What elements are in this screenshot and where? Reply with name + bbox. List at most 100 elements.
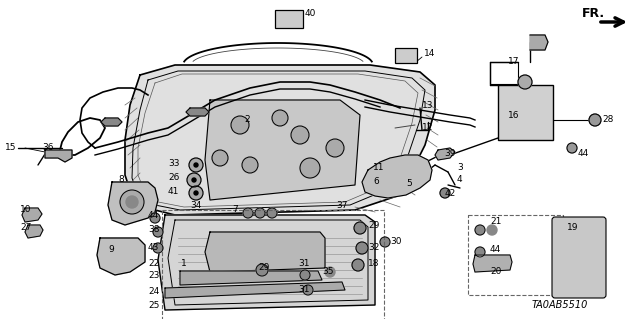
Text: 39: 39 bbox=[444, 149, 456, 158]
Circle shape bbox=[300, 270, 310, 280]
Polygon shape bbox=[205, 232, 325, 272]
Text: 30: 30 bbox=[390, 238, 401, 247]
Text: 16: 16 bbox=[508, 110, 520, 120]
Circle shape bbox=[120, 190, 144, 214]
Text: 35: 35 bbox=[322, 266, 333, 276]
Circle shape bbox=[153, 227, 163, 237]
Bar bbox=[395, 48, 417, 63]
Circle shape bbox=[267, 208, 277, 218]
Text: 8: 8 bbox=[118, 175, 124, 184]
Text: TA0AB5510: TA0AB5510 bbox=[532, 300, 588, 310]
Text: 41: 41 bbox=[168, 187, 179, 196]
Polygon shape bbox=[205, 100, 360, 200]
Circle shape bbox=[153, 243, 163, 253]
Text: 19: 19 bbox=[567, 224, 579, 233]
Circle shape bbox=[518, 75, 532, 89]
Polygon shape bbox=[473, 255, 512, 272]
Text: 37: 37 bbox=[336, 202, 348, 211]
Text: 27: 27 bbox=[20, 224, 31, 233]
Text: 3: 3 bbox=[457, 162, 463, 172]
Circle shape bbox=[255, 208, 265, 218]
Text: 6: 6 bbox=[373, 177, 379, 187]
Text: 9: 9 bbox=[108, 244, 114, 254]
Circle shape bbox=[291, 126, 309, 144]
Text: 29: 29 bbox=[368, 221, 380, 231]
Text: 36: 36 bbox=[42, 144, 54, 152]
Text: 31: 31 bbox=[298, 259, 310, 269]
Circle shape bbox=[187, 173, 201, 187]
Text: 23: 23 bbox=[148, 271, 159, 280]
Text: 43: 43 bbox=[148, 242, 159, 251]
Circle shape bbox=[212, 150, 228, 166]
Text: 21: 21 bbox=[490, 217, 501, 226]
Circle shape bbox=[354, 222, 366, 234]
Text: 15: 15 bbox=[5, 144, 17, 152]
Polygon shape bbox=[22, 208, 42, 222]
Text: 12: 12 bbox=[422, 123, 433, 132]
Text: 44: 44 bbox=[578, 149, 589, 158]
Text: 28: 28 bbox=[602, 115, 613, 124]
Circle shape bbox=[189, 186, 203, 200]
Polygon shape bbox=[158, 215, 375, 310]
Bar bbox=[468, 215, 563, 295]
Polygon shape bbox=[165, 282, 345, 298]
Bar bbox=[498, 85, 553, 140]
Circle shape bbox=[192, 178, 196, 182]
Polygon shape bbox=[186, 108, 209, 116]
Circle shape bbox=[189, 158, 203, 172]
Circle shape bbox=[326, 139, 344, 157]
Polygon shape bbox=[101, 118, 122, 126]
Circle shape bbox=[303, 285, 313, 295]
Text: 44: 44 bbox=[490, 244, 501, 254]
Polygon shape bbox=[180, 271, 322, 285]
Circle shape bbox=[352, 259, 364, 271]
Circle shape bbox=[126, 196, 138, 208]
Text: FR.: FR. bbox=[582, 7, 605, 20]
Text: 7: 7 bbox=[232, 204, 237, 213]
Circle shape bbox=[567, 143, 577, 153]
Circle shape bbox=[256, 264, 268, 276]
Text: 26: 26 bbox=[168, 173, 179, 182]
Text: 10: 10 bbox=[20, 205, 31, 214]
Text: 14: 14 bbox=[424, 49, 435, 58]
Circle shape bbox=[380, 237, 390, 247]
Bar bbox=[275, 10, 303, 28]
Text: 18: 18 bbox=[368, 259, 380, 269]
Polygon shape bbox=[25, 225, 43, 238]
Text: 25: 25 bbox=[148, 300, 159, 309]
Text: 38: 38 bbox=[148, 226, 159, 234]
Circle shape bbox=[325, 267, 335, 277]
Polygon shape bbox=[45, 150, 72, 162]
Text: 34: 34 bbox=[190, 202, 202, 211]
Text: 4: 4 bbox=[457, 174, 463, 183]
Text: 20: 20 bbox=[490, 268, 501, 277]
Circle shape bbox=[589, 114, 601, 126]
Text: 13: 13 bbox=[422, 100, 433, 109]
Circle shape bbox=[300, 158, 320, 178]
Polygon shape bbox=[97, 238, 145, 275]
Text: 44: 44 bbox=[148, 211, 159, 220]
Circle shape bbox=[194, 163, 198, 167]
Polygon shape bbox=[435, 148, 455, 160]
Bar bbox=[490, 62, 518, 84]
Circle shape bbox=[150, 213, 160, 223]
Polygon shape bbox=[530, 35, 548, 50]
Text: 29: 29 bbox=[258, 263, 269, 271]
Text: 40: 40 bbox=[305, 10, 316, 19]
Circle shape bbox=[242, 157, 258, 173]
Text: 17: 17 bbox=[508, 57, 520, 66]
Circle shape bbox=[194, 191, 198, 195]
Text: 11: 11 bbox=[373, 164, 385, 173]
Bar bbox=[162, 210, 384, 319]
Polygon shape bbox=[108, 182, 158, 225]
Text: 1: 1 bbox=[181, 259, 187, 269]
Circle shape bbox=[487, 225, 497, 235]
Text: 32: 32 bbox=[368, 242, 380, 251]
Circle shape bbox=[475, 225, 485, 235]
Text: 31: 31 bbox=[298, 285, 310, 293]
Circle shape bbox=[231, 116, 249, 134]
FancyBboxPatch shape bbox=[552, 217, 606, 298]
Circle shape bbox=[243, 208, 253, 218]
Text: 2: 2 bbox=[244, 115, 250, 124]
Circle shape bbox=[272, 110, 288, 126]
